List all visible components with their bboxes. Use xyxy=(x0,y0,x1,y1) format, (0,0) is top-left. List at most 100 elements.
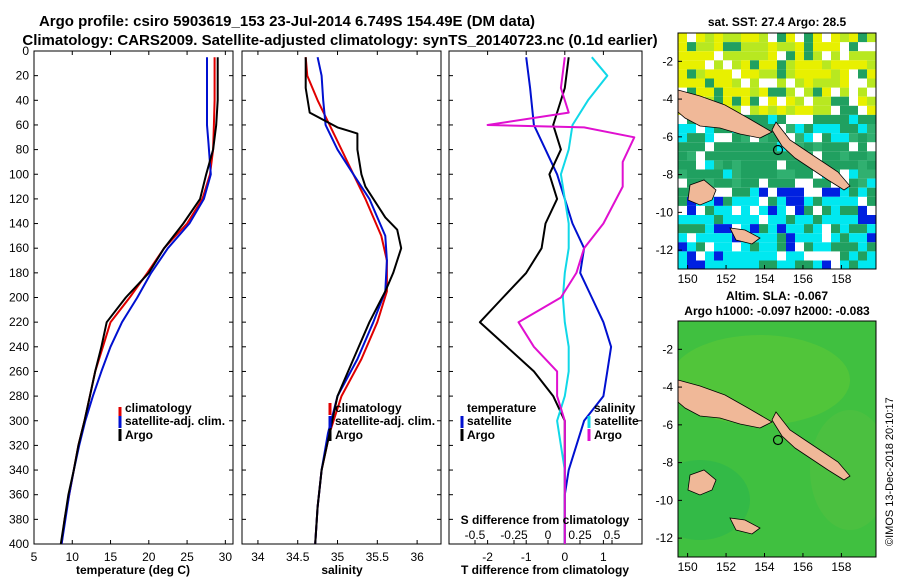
y-tick-label: 40 xyxy=(16,93,30,107)
sst-map-title: sat. SST: 27.4 Argo: 28.5 xyxy=(708,15,847,29)
x-tick-label: 35.5 xyxy=(366,550,390,564)
sst-cell xyxy=(867,260,876,269)
sst-cell xyxy=(777,242,786,252)
sst-cell xyxy=(750,215,759,225)
sst-cell xyxy=(687,142,696,152)
sst-cell xyxy=(777,60,786,70)
sst-cell xyxy=(813,105,822,115)
sst-cell xyxy=(705,233,714,243)
sst-cell xyxy=(858,69,867,79)
sst-cell xyxy=(822,178,831,188)
sst-cell xyxy=(786,160,795,170)
sst-cell xyxy=(687,124,696,134)
sst-cell xyxy=(723,224,732,234)
sst-cell xyxy=(849,114,858,124)
sst-cell xyxy=(795,42,804,52)
sst-cell xyxy=(723,178,732,188)
map-y-tick-label: -10 xyxy=(656,493,674,507)
sst-cell xyxy=(696,215,705,225)
sst-cell xyxy=(687,242,696,252)
sst-cell xyxy=(858,142,867,152)
sst-cell xyxy=(723,215,732,225)
sst-cell xyxy=(867,51,876,61)
legend-sal-argo: Argo xyxy=(594,428,622,442)
sst-cell xyxy=(687,224,696,234)
sst-cell xyxy=(822,78,831,88)
y-tick-label: 360 xyxy=(9,488,29,502)
sst-cell xyxy=(678,69,687,79)
sst-cell xyxy=(759,105,768,115)
map-y-tick-label: -10 xyxy=(656,205,674,219)
sst-cell xyxy=(750,78,759,88)
sst-cell xyxy=(741,260,750,269)
y-tick-label: 100 xyxy=(9,167,29,181)
sst-cell xyxy=(750,42,759,52)
series-group-salinity xyxy=(304,56,403,544)
sla-map xyxy=(678,321,876,557)
map-x-tick-label: 156 xyxy=(793,560,813,574)
sst-cell xyxy=(714,33,723,43)
sst-cell xyxy=(849,205,858,215)
sst-cell xyxy=(723,151,732,161)
sst-cell xyxy=(867,60,876,70)
sst-cell xyxy=(858,87,867,97)
sst-cell xyxy=(777,151,786,161)
sst-cell xyxy=(732,105,741,115)
sst-cell xyxy=(759,87,768,97)
sst-cell xyxy=(678,33,687,43)
sst-cell xyxy=(795,169,804,179)
sst-cell xyxy=(759,260,768,269)
sst-cell xyxy=(822,151,831,161)
sst-cell xyxy=(840,242,849,252)
sst-cell xyxy=(741,51,750,61)
sst-cell xyxy=(678,51,687,61)
sst-cell xyxy=(696,233,705,243)
sst-cell xyxy=(768,160,777,170)
sst-cell xyxy=(750,96,759,106)
sst-cell xyxy=(804,33,813,43)
sst-cell xyxy=(795,124,804,134)
sst-cell xyxy=(867,196,876,206)
y-tick-label: 120 xyxy=(9,192,29,206)
sst-cell xyxy=(705,42,714,52)
sst-cell xyxy=(759,142,768,152)
sst-cell xyxy=(795,233,804,243)
title-line-2: Climatology: CARS2009. Satellite-adjuste… xyxy=(22,32,657,49)
sst-cell xyxy=(777,260,786,269)
sst-cell xyxy=(813,33,822,43)
s-difference-axis-label: S difference from climatology xyxy=(461,513,630,527)
sst-cell xyxy=(741,205,750,215)
sst-cell xyxy=(804,169,813,179)
s-tick-label: 0.5 xyxy=(604,528,621,542)
sst-cell xyxy=(849,33,858,43)
sst-cell xyxy=(714,205,723,215)
sst-cell xyxy=(849,60,858,70)
sst-cell xyxy=(750,151,759,161)
sst-cell xyxy=(696,42,705,52)
x-tick-label: 34 xyxy=(251,550,265,564)
sst-cell xyxy=(759,151,768,161)
sst-cell xyxy=(786,87,795,97)
sst-cell xyxy=(867,124,876,134)
sst-cell xyxy=(696,260,705,269)
sst-cell xyxy=(804,60,813,70)
sst-cell xyxy=(732,87,741,97)
sst-cell xyxy=(759,51,768,61)
island-land xyxy=(729,517,761,535)
sst-cell xyxy=(741,142,750,152)
sst-cell xyxy=(849,251,858,261)
sst-cell xyxy=(687,78,696,88)
sst-cell xyxy=(786,169,795,179)
sst-cell xyxy=(723,87,732,97)
map-x-tick-label: 150 xyxy=(678,560,698,574)
sst-cell xyxy=(849,169,858,179)
sst-map xyxy=(678,33,876,269)
sst-cell xyxy=(741,96,750,106)
sst-cell xyxy=(696,87,705,97)
sst-cell xyxy=(723,33,732,43)
sst-cell xyxy=(759,114,768,124)
sst-cell xyxy=(858,242,867,252)
sst-cell xyxy=(687,251,696,261)
sst-cell xyxy=(786,51,795,61)
sst-cell xyxy=(696,33,705,43)
